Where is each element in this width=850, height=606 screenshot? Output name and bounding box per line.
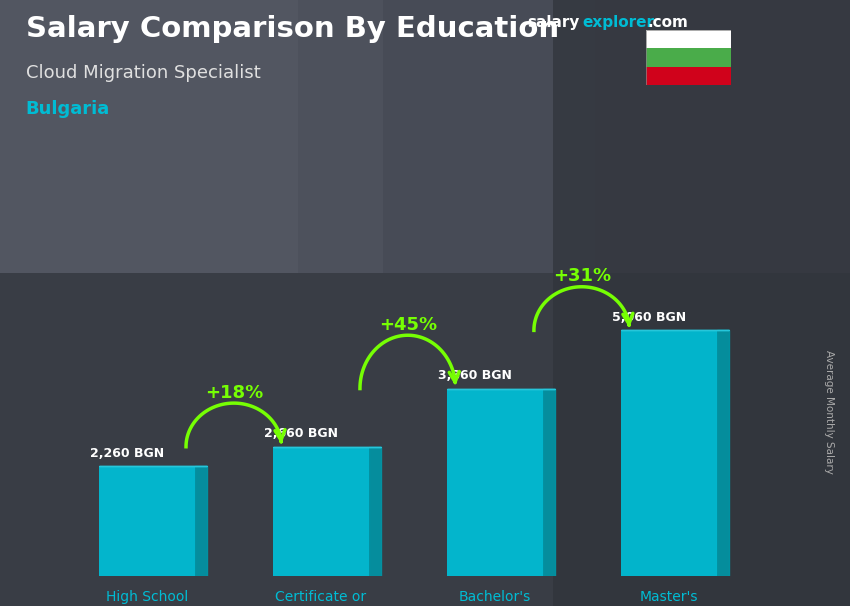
Polygon shape: [717, 330, 728, 576]
Text: explorer: explorer: [582, 15, 654, 30]
Polygon shape: [542, 388, 555, 576]
Bar: [552, 0, 850, 606]
Text: Bulgaria: Bulgaria: [26, 100, 110, 118]
Bar: [646, 48, 731, 67]
Text: 2,660 BGN: 2,660 BGN: [264, 427, 338, 441]
Bar: [99, 466, 195, 576]
Bar: [646, 30, 731, 48]
Bar: [447, 388, 542, 576]
Text: +45%: +45%: [379, 316, 438, 334]
Text: .com: .com: [648, 15, 689, 30]
Text: +18%: +18%: [206, 384, 264, 402]
Text: 5,060 BGN: 5,060 BGN: [612, 311, 686, 324]
Text: salary: salary: [527, 15, 580, 30]
Polygon shape: [369, 447, 381, 576]
Bar: [273, 447, 369, 576]
Bar: [646, 67, 731, 85]
Text: Cloud Migration Specialist: Cloud Migration Specialist: [26, 64, 260, 82]
Bar: [0, 0, 382, 273]
Bar: [620, 330, 717, 576]
Text: Salary Comparison By Education: Salary Comparison By Education: [26, 15, 558, 43]
Polygon shape: [195, 466, 207, 576]
Text: 2,260 BGN: 2,260 BGN: [90, 447, 164, 460]
Bar: [0, 273, 850, 606]
Text: 3,860 BGN: 3,860 BGN: [439, 369, 512, 382]
Text: Average Monthly Salary: Average Monthly Salary: [824, 350, 834, 474]
Bar: [298, 0, 595, 273]
Text: +31%: +31%: [553, 267, 611, 285]
